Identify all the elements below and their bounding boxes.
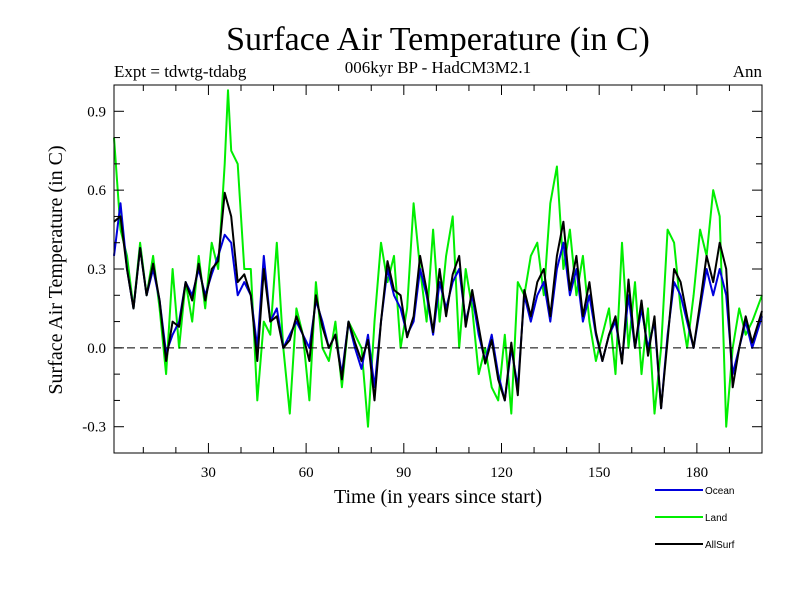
- x-tick-label: 180: [686, 465, 709, 481]
- y-tick-label: -0.3: [82, 420, 106, 436]
- series-line-allsurf: [113, 191, 763, 410]
- y-tick-label: 0.6: [87, 183, 106, 199]
- x-tick-label: 90: [396, 465, 411, 481]
- tick-labels: 30 60 90 120 150 180 -0.3 0.0 0.3 0.6 0.9: [82, 104, 708, 481]
- plot-frame: [113, 84, 763, 454]
- x-tick-label: 150: [588, 465, 611, 481]
- y-axis-label: Surface Air Temperature (in C): [45, 145, 67, 394]
- plot-lines: [113, 89, 763, 428]
- x-tick-label: 60: [299, 465, 314, 481]
- chart-subtitle: 006kyr BP - HadCM3M2.1: [345, 58, 531, 77]
- x-tick-label: 120: [490, 465, 513, 481]
- legend-label-ocean: Ocean: [705, 486, 734, 497]
- y-tick-label: 0.0: [87, 341, 106, 357]
- chart-experiment: Expt = tdwtg-tdabg: [114, 62, 247, 81]
- y-tick-label: 0.3: [87, 262, 106, 278]
- chart-period: Ann: [733, 62, 763, 81]
- x-axis-label: Time (in years since start): [334, 486, 542, 508]
- chart-title: Surface Air Temperature (in C): [226, 21, 650, 58]
- legend-label-land: Land: [705, 513, 727, 524]
- legend-label-allsurf: AllSurf: [705, 540, 735, 551]
- y-tick-label: 0.9: [87, 104, 106, 120]
- x-tick-label: 30: [201, 465, 216, 481]
- legend: Ocean Land AllSurf: [655, 486, 735, 551]
